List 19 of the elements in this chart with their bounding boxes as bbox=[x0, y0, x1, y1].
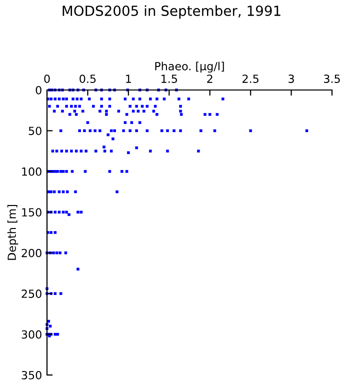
x-tick-label: 0 bbox=[44, 74, 50, 83]
y-tick-label: 200 bbox=[22, 248, 42, 258]
x-tick-label: 1 bbox=[126, 74, 131, 83]
y-tick-label: 250 bbox=[22, 290, 42, 298]
x-tick-label: 3 bbox=[288, 74, 294, 83]
y-tick-label: 350 bbox=[22, 370, 42, 380]
y-tick-label: 100 bbox=[22, 167, 42, 176]
y-tick-label: 50 bbox=[28, 126, 42, 136]
x-tick-label: 2.5 bbox=[242, 74, 258, 83]
x-tick-label: 0.5 bbox=[80, 74, 96, 83]
y-tick-label: 150 bbox=[22, 208, 42, 217]
x-axis-title: Phaeo. [µg/l] bbox=[155, 62, 224, 73]
chart-title: MODS2005 in September, 1991 bbox=[62, 5, 280, 19]
x-tick-label: 3.5 bbox=[324, 74, 340, 83]
y-tick-label: 0 bbox=[36, 86, 42, 94]
x-tick-label: 2 bbox=[207, 74, 212, 83]
y-axis-title: Depth [m] bbox=[7, 205, 18, 260]
x-tick-label: 1.5 bbox=[162, 74, 178, 83]
y-tick-label: 300 bbox=[22, 330, 42, 339]
